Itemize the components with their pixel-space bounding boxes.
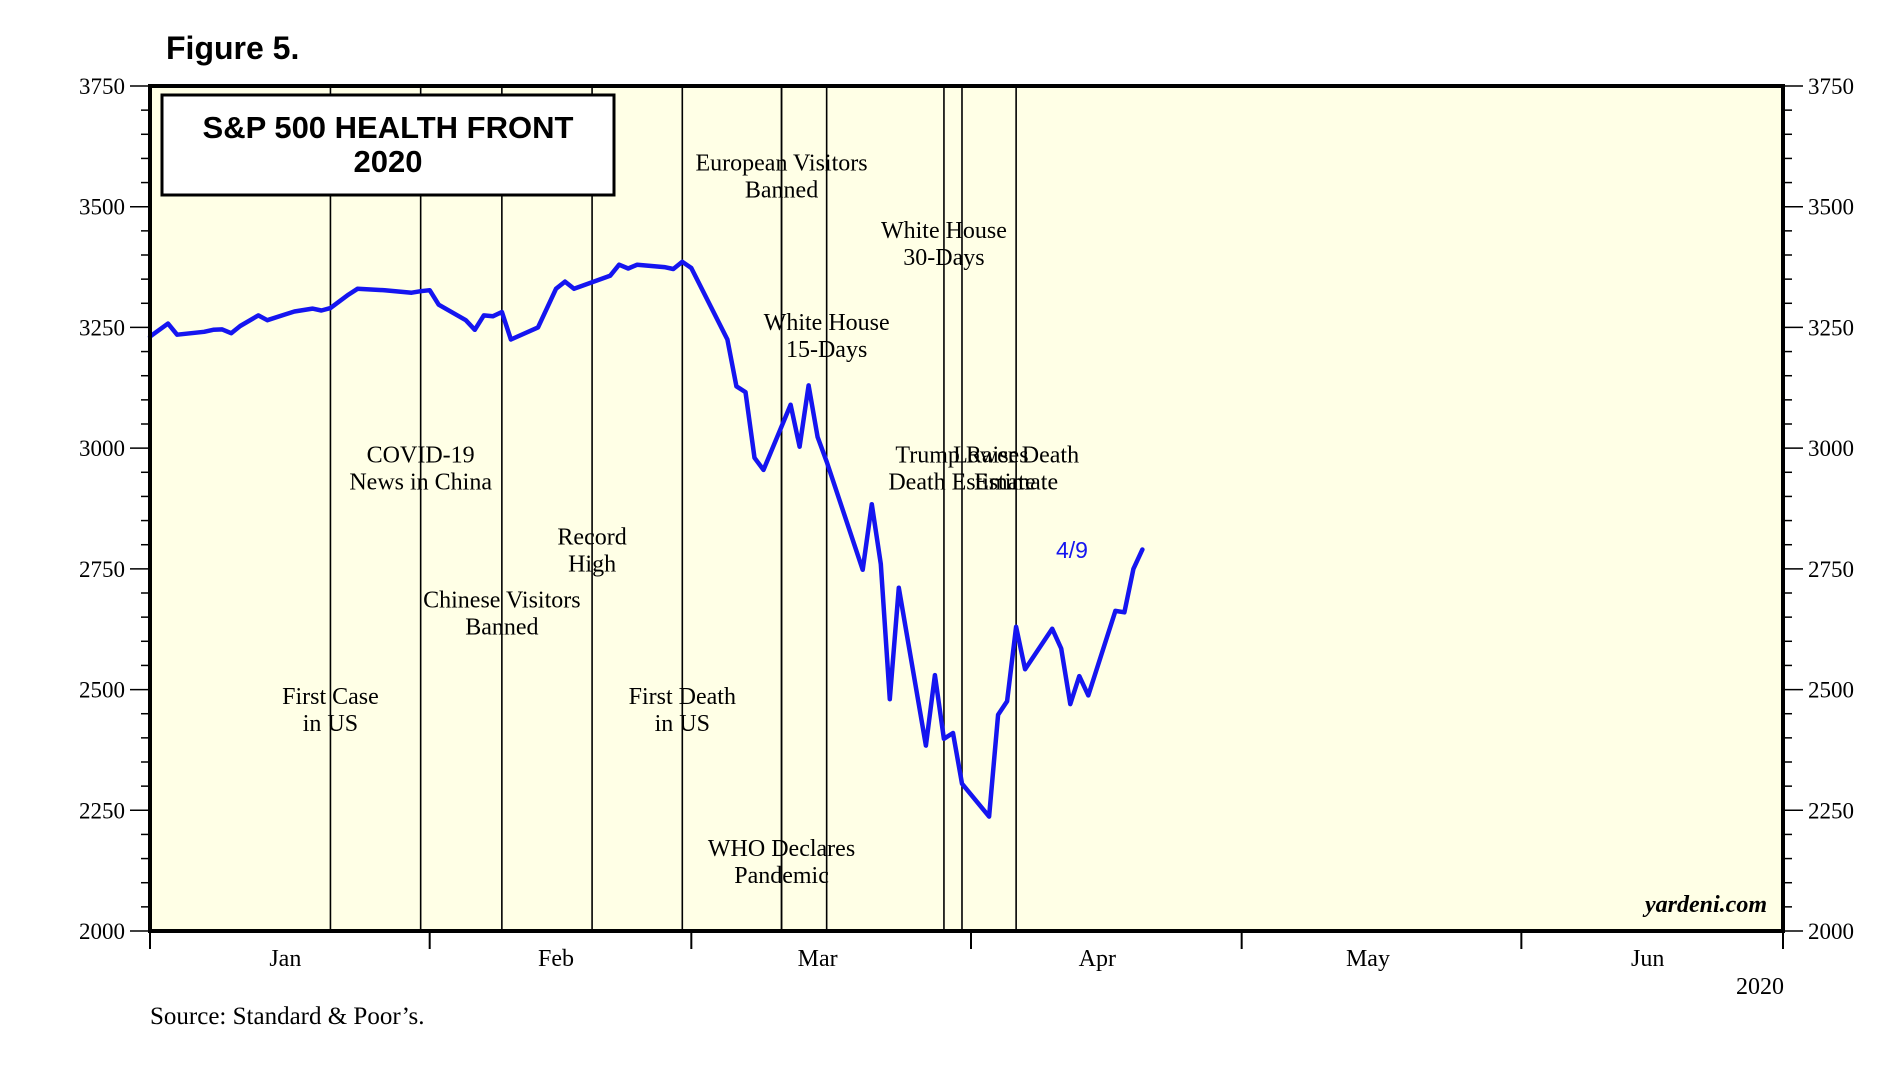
y-axis-left: 2000 2250 2500 2750 3000 3250 3500 3750 — [79, 74, 150, 944]
event-annotation-label: News in China — [349, 470, 492, 496]
plot-background — [150, 86, 1783, 931]
event-annotation-label: Banned — [745, 178, 818, 204]
y-tick-label: 3000 — [1808, 436, 1854, 461]
event-annotation-label: European Visitors — [696, 151, 868, 177]
event-annotation-label: First Case — [282, 684, 379, 710]
figure-label: Figure 5. — [166, 30, 300, 66]
sp500-series-line — [147, 259, 1145, 819]
series-line-group — [147, 259, 1145, 819]
event-annotation-label: Banned — [465, 614, 538, 640]
plot-frame — [148, 84, 1785, 933]
event-annotation-label: White House — [764, 310, 890, 336]
event-annotation-label: Trump Raises — [895, 443, 1028, 469]
y-tick-label: 2000 — [1808, 919, 1854, 944]
y-tick-label: 3250 — [79, 315, 125, 340]
y-tick-label: 3500 — [1808, 195, 1854, 220]
x-tick-label: Jan — [269, 946, 301, 972]
event-annotation-label: White House — [881, 218, 1007, 244]
x-tick-label: Feb — [538, 946, 574, 972]
y-tick-label: 2000 — [79, 919, 125, 944]
y-tick-label: 2750 — [79, 557, 125, 582]
last-point-label: 4/9 — [1056, 537, 1088, 563]
x-tick-label: Mar — [798, 946, 838, 972]
event-annotation-label: in US — [303, 711, 358, 737]
event-lines — [329, 86, 1017, 931]
y-tick-label: 3000 — [79, 436, 125, 461]
event-annotation-label: 30-Days — [903, 245, 984, 271]
y-tick-label: 2750 — [1808, 557, 1854, 582]
event-annotation-label: in US — [655, 711, 710, 737]
event-annotation-label: Estimate — [974, 470, 1058, 496]
event-annotation-label: Lower Death — [953, 443, 1079, 469]
year-label: 2020 — [1736, 974, 1784, 1000]
x-tick-label: Apr — [1079, 946, 1116, 972]
chart-title: S&P 500 HEALTH FRONT — [203, 110, 574, 145]
y-tick-label: 2250 — [79, 798, 125, 823]
y-tick-label: 2500 — [1808, 678, 1854, 703]
event-annotation-label: Pandemic — [734, 863, 829, 889]
y-tick-label: 2500 — [79, 678, 125, 703]
y-axis-right: 2000 2250 2500 2750 3000 3250 3500 3750 — [1783, 74, 1854, 944]
chart-subtitle: 2020 — [354, 144, 423, 179]
event-annotation-label: COVID-19 — [367, 443, 475, 469]
watermark: yardeni.com — [1642, 892, 1767, 918]
event-annotation-label: WHO Declares — [708, 836, 855, 862]
y-tick-label: 3750 — [79, 74, 125, 99]
y-tick-label: 3500 — [79, 195, 125, 220]
y-tick-label: 3750 — [1808, 74, 1854, 99]
y-tick-label: 2250 — [1808, 798, 1854, 823]
y-tick-label: 3250 — [1808, 315, 1854, 340]
event-annotation-label: 15-Days — [786, 337, 867, 363]
event-annotation-label: Chinese Visitors — [423, 587, 580, 613]
x-tick-label: Jun — [1631, 946, 1664, 972]
event-annotation-label: High — [568, 552, 616, 578]
title-box — [160, 93, 616, 197]
source-note: Source: Standard & Poor’s. — [150, 1003, 425, 1030]
x-axis: Jan Feb Mar Apr May Jun — [149, 931, 1784, 972]
event-annotation-label: Record — [557, 525, 626, 551]
x-tick-label: May — [1346, 946, 1390, 972]
event-annotation-label: Death Estimate — [888, 470, 1035, 496]
event-annotation-label: First Death — [629, 684, 736, 710]
